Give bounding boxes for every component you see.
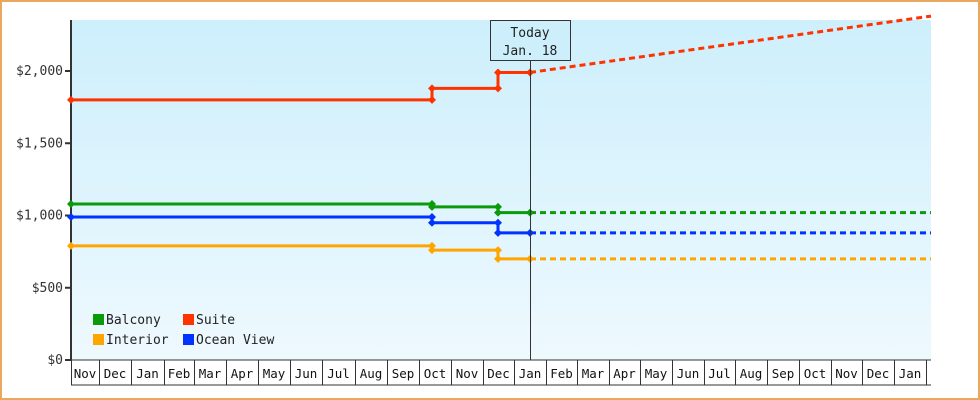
x-tick-label: Apr	[231, 366, 254, 381]
today-marker: Today Jan. 18	[490, 20, 571, 360]
y-tick-label: $1,000	[16, 209, 63, 224]
data-point-marker	[494, 246, 502, 255]
data-point-marker	[428, 84, 436, 93]
x-tick-label: Dec	[104, 366, 127, 381]
x-tick-label: May	[645, 366, 668, 381]
y-tick-label: $1,500	[16, 136, 63, 151]
data-point-marker	[67, 95, 75, 104]
legend-swatch	[183, 334, 194, 345]
x-tick-label: Sep	[772, 366, 795, 381]
y-tick-label: $2,000	[16, 64, 63, 79]
data-point-marker	[428, 212, 436, 221]
x-tick-label: Nov	[456, 366, 479, 381]
x-tick-label: Apr	[613, 366, 636, 381]
x-tick-label: May	[263, 366, 286, 381]
legend-item-suite: Suite	[183, 313, 235, 328]
x-tick-label: Mar	[199, 366, 222, 381]
data-point-marker	[494, 208, 502, 217]
series-interior	[67, 241, 931, 263]
x-tick-label: Oct	[424, 366, 447, 381]
today-label: Today	[510, 26, 549, 41]
data-point-marker	[494, 218, 502, 227]
x-tick-label: Sep	[392, 366, 415, 381]
y-tick-label: $0	[47, 353, 63, 368]
data-point-marker	[67, 212, 75, 221]
legend-item-interior: Interior	[93, 333, 169, 348]
data-point-marker	[428, 241, 436, 250]
legend-label: Balcony	[106, 313, 161, 328]
data-point-marker	[494, 228, 502, 237]
legend-swatch	[93, 334, 104, 345]
data-point-marker	[428, 95, 436, 104]
data-point-marker	[494, 254, 502, 263]
data-point-marker	[494, 84, 502, 93]
x-tick-label: Oct	[804, 366, 827, 381]
x-tick-label: Feb	[550, 366, 573, 381]
series-ocean-view	[67, 212, 931, 237]
data-point-marker	[67, 241, 75, 250]
legend-label: Interior	[106, 333, 169, 348]
legend-label: Suite	[196, 313, 235, 328]
data-point-marker	[67, 199, 75, 208]
data-point-marker	[494, 68, 502, 77]
data-point-marker	[494, 202, 502, 211]
legend-swatch	[183, 314, 194, 325]
data-point-marker	[428, 218, 436, 227]
legend-item-balcony: Balcony	[93, 313, 161, 328]
legend: Balcony Suite Interior Ocean View	[93, 313, 274, 348]
x-tick-label: Jan	[519, 366, 542, 381]
legend-item-ocean-view: Ocean View	[183, 333, 274, 348]
x-tick-label: Mar	[582, 366, 605, 381]
x-tick-label: Jan	[136, 366, 159, 381]
x-tick-label: Nov	[74, 366, 97, 381]
x-tick-label: Jun	[677, 366, 700, 381]
y-tick-label: $500	[32, 281, 63, 296]
y-axis: $0 $500 $1,000 $1,500 $2,000	[16, 20, 72, 368]
series-balcony	[67, 199, 931, 217]
x-tick-label: Aug	[360, 366, 383, 381]
data-point-marker	[428, 202, 436, 211]
series-lines	[67, 14, 932, 263]
x-tick-label: Jun	[295, 366, 318, 381]
x-tick-label: Jul	[708, 366, 731, 381]
plot-area	[71, 20, 931, 360]
data-point-marker	[428, 246, 436, 255]
x-tick-label: Feb	[168, 366, 191, 381]
x-tick-label: Aug	[740, 366, 763, 381]
legend-label: Ocean View	[196, 333, 274, 348]
x-tick-label: Jul	[327, 366, 350, 381]
x-tick-label: Dec	[487, 366, 510, 381]
x-axis: Nov Dec Jan Feb Mar Apr May Jun Jul Aug Sep Oct Nov D…	[71, 359, 931, 386]
x-tick-label: Nov	[835, 366, 858, 381]
legend-swatch	[93, 314, 104, 325]
x-tick-label: Jan	[899, 366, 922, 381]
today-date: Jan. 18	[503, 44, 558, 59]
x-tick-label: Dec	[867, 366, 890, 381]
